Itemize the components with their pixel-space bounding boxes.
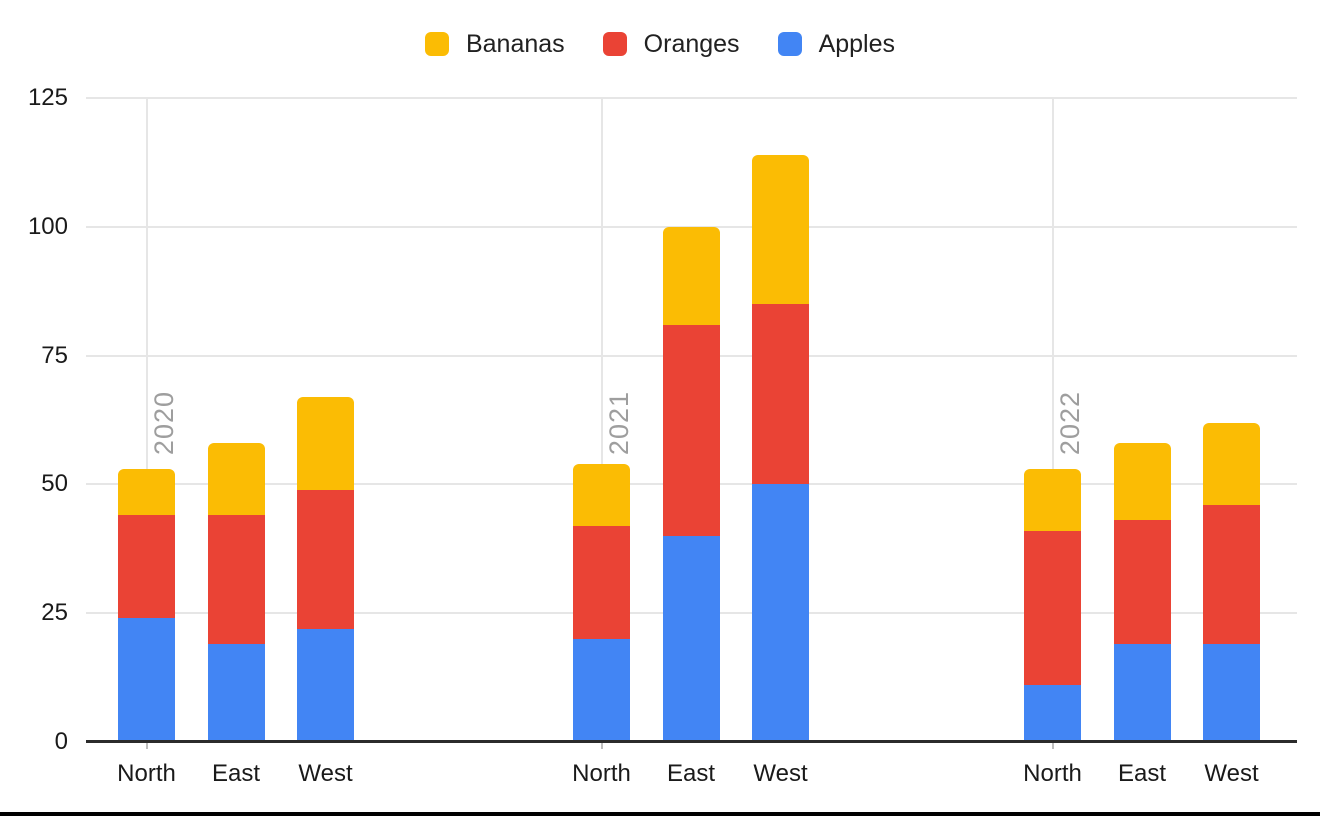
legend-item-oranges[interactable]: Oranges: [602, 29, 740, 59]
chart-legend: Bananas Oranges Apples: [0, 28, 1320, 60]
bar-segment-bananas-2021-east[interactable]: [662, 226, 720, 325]
bar-segment-oranges-2021-north[interactable]: [573, 525, 630, 639]
x-axis-label-west-2020: West: [298, 760, 353, 787]
y-axis-label-0: 0: [54, 728, 68, 755]
bar-segment-apples-2021-east[interactable]: [662, 535, 720, 742]
bar-segment-oranges-2021-west[interactable]: [752, 304, 809, 485]
legend-swatch-oranges-icon: [602, 32, 627, 56]
x-axis-label-north-2020: North: [117, 760, 176, 787]
gridline-y-125: [86, 97, 1297, 99]
legend-label-bananas: Bananas: [465, 29, 565, 58]
bar-segment-bananas-2020-west[interactable]: [297, 396, 354, 490]
x-axis-tick-2022: [1051, 743, 1054, 749]
legend-swatch-bananas-icon: [424, 32, 449, 56]
bar-segment-bananas-2022-west[interactable]: [1203, 422, 1260, 505]
bar-segment-oranges-2022-east[interactable]: [1113, 520, 1171, 645]
bar-segment-oranges-2022-north[interactable]: [1024, 530, 1081, 686]
x-axis-tick-2021: [600, 743, 603, 749]
y-axis-label-25: 25: [41, 599, 68, 627]
bar-segment-apples-2022-east[interactable]: [1113, 644, 1171, 742]
x-axis-label-north-2021: North: [572, 760, 631, 787]
legend-label-oranges: Oranges: [643, 29, 740, 58]
bar-segment-apples-2020-east[interactable]: [207, 644, 265, 742]
gridline-year-2021: [600, 98, 603, 742]
x-axis-label-west-2022: West: [1204, 760, 1259, 787]
bar-segment-apples-2020-west[interactable]: [297, 628, 354, 742]
bar-segment-apples-2020-north[interactable]: [118, 618, 175, 742]
y-axis-label-100: 100: [27, 212, 68, 240]
y-axis-label-125: 125: [27, 84, 68, 111]
legend-label-apples: Apples: [818, 29, 896, 58]
y-axis-label-75: 75: [41, 341, 68, 369]
x-axis-tick-2020: [145, 743, 148, 749]
group-label-2020: 2020: [148, 390, 179, 455]
x-axis-label-west-2021: West: [753, 760, 808, 787]
bar-segment-bananas-2022-north[interactable]: [1024, 468, 1081, 531]
legend-item-bananas[interactable]: Bananas: [424, 29, 565, 59]
group-label-2021: 2021: [603, 390, 634, 455]
x-axis-label-east-2021: East: [666, 760, 716, 787]
bar-segment-oranges-2022-west[interactable]: [1203, 505, 1260, 645]
bar-segment-bananas-2020-north[interactable]: [118, 468, 175, 516]
bar-segment-apples-2022-north[interactable]: [1024, 685, 1081, 742]
x-axis-line: [86, 740, 1297, 743]
y-axis-label-50: 50: [41, 470, 68, 498]
bar-segment-oranges-2020-west[interactable]: [297, 489, 354, 629]
bar-segment-oranges-2020-east[interactable]: [207, 515, 265, 645]
bar-segment-bananas-2021-west[interactable]: [752, 154, 809, 305]
bar-segment-apples-2021-north[interactable]: [573, 638, 630, 742]
window-bottom-border: [0, 812, 1320, 816]
bar-segment-apples-2021-west[interactable]: [752, 484, 809, 742]
legend-item-apples[interactable]: Apples: [777, 29, 896, 59]
bar-segment-oranges-2020-north[interactable]: [118, 515, 175, 619]
gridline-year-2022: [1051, 98, 1054, 742]
bar-segment-bananas-2021-north[interactable]: [573, 463, 630, 526]
bar-segment-bananas-2022-east[interactable]: [1113, 443, 1171, 521]
x-axis-label-east-2020: East: [211, 760, 261, 787]
x-axis-label-east-2022: East: [1117, 760, 1167, 787]
gridline-year-2020: [145, 98, 148, 742]
bar-segment-bananas-2020-east[interactable]: [207, 443, 265, 516]
group-label-2022: 2022: [1054, 390, 1085, 455]
legend-swatch-apples-icon: [777, 32, 802, 56]
x-axis-label-north-2022: North: [1023, 760, 1082, 787]
bar-segment-apples-2022-west[interactable]: [1203, 644, 1260, 742]
bar-segment-oranges-2021-east[interactable]: [662, 324, 720, 536]
